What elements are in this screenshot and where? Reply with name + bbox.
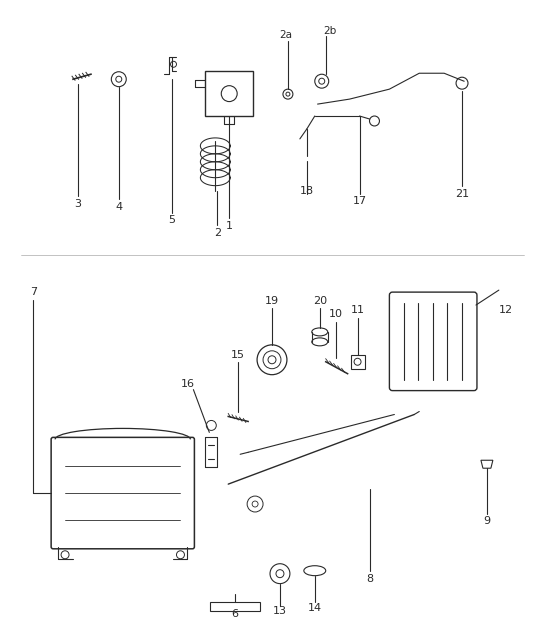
Text: 21: 21 [455,188,469,198]
Text: 10: 10 [329,309,343,319]
Text: 12: 12 [499,305,513,315]
Bar [205,71,253,116]
Text: 6: 6 [232,609,239,619]
Text: 19: 19 [265,296,279,306]
Text: 14: 14 [308,604,322,614]
Text: 9: 9 [483,516,490,526]
Text: 13: 13 [273,607,287,617]
Text: 8: 8 [366,573,373,583]
Text: 7: 7 [29,287,37,297]
Text: 4: 4 [115,202,122,212]
Text: 17: 17 [353,195,367,205]
Text: 2b: 2b [323,26,336,36]
Bar [210,602,260,612]
Text: 5: 5 [168,215,175,225]
Text: 3: 3 [75,198,82,208]
Text: 15: 15 [231,350,245,360]
Bar [350,355,365,369]
Text: 1: 1 [226,222,233,232]
Text: 20: 20 [313,296,327,306]
Text: 2: 2 [214,229,221,239]
Text: 18: 18 [300,186,314,196]
Text: 16: 16 [180,379,195,389]
Text: 2a: 2a [280,30,293,40]
Text: 11: 11 [350,305,365,315]
